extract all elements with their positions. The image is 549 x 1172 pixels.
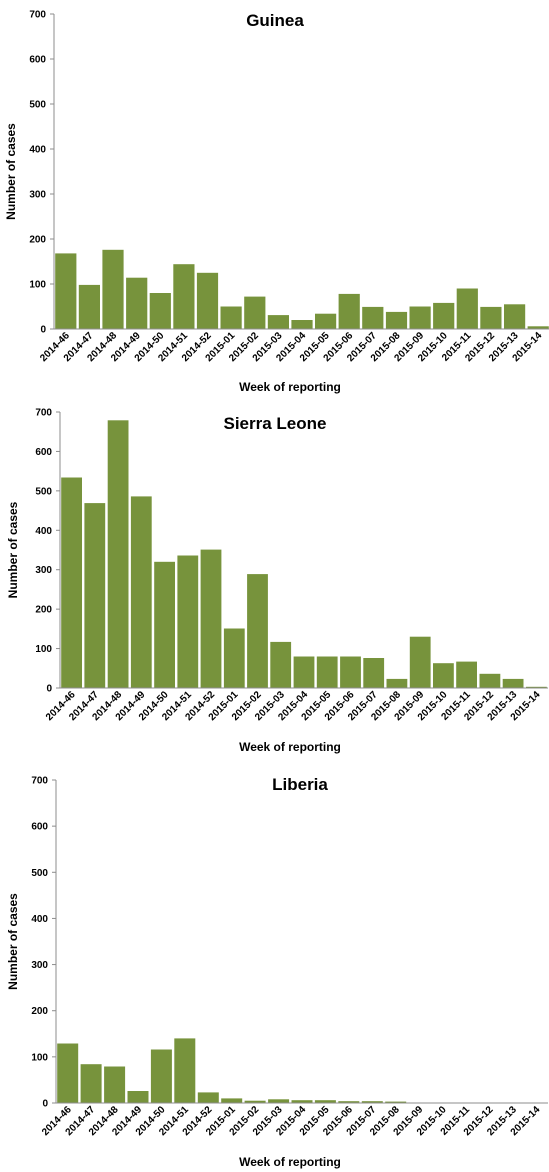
bar-guinea-2014-49: [126, 277, 148, 329]
bar-liberia-2015-06: [338, 1101, 360, 1103]
y-axis-label: Number of cases: [6, 893, 20, 990]
bar-sierra-leone-2014-52: [200, 549, 222, 688]
bar-liberia-2015-03: [268, 1099, 290, 1103]
guinea-chart-panel: 01002003004005006007002014-462014-472014…: [4, 10, 549, 394]
bar-sierra-leone-2015-12: [479, 673, 501, 688]
bar-liberia-2015-07: [361, 1101, 383, 1103]
y-tick-label: 400: [29, 145, 46, 156]
bar-sierra-leone-2015-10: [433, 663, 454, 688]
bar-liberia-2014-49: [127, 1091, 149, 1103]
bar-guinea-2015-10: [433, 302, 455, 329]
bar-sierra-leone-2015-14: [526, 686, 547, 688]
y-tick-label: 400: [31, 914, 48, 925]
sierra-leone-chart-panel: 01002003004005006007002014-462014-472014…: [6, 408, 548, 754]
bar-liberia-2014-50: [150, 1049, 172, 1103]
bar-guinea-2015-04: [291, 320, 313, 329]
y-tick-label: 400: [35, 526, 52, 537]
bar-liberia-2014-47: [80, 1064, 102, 1103]
bar-guinea-2015-02: [244, 296, 266, 329]
y-tick-label: 100: [29, 280, 46, 291]
bar-guinea-2014-47: [78, 284, 100, 329]
y-tick-label: 500: [29, 100, 46, 111]
bar-guinea-2014-50: [149, 293, 171, 329]
bar-guinea-2014-46: [55, 253, 77, 329]
y-tick-label: 700: [35, 408, 52, 419]
y-tick-label: 0: [42, 1099, 48, 1110]
bar-liberia-2015-01: [221, 1098, 243, 1103]
bar-sierra-leone-2015-06: [340, 656, 361, 688]
y-tick-label: 200: [29, 235, 46, 246]
y-axis-label: Number of cases: [6, 501, 20, 598]
bar-sierra-leone-2015-03: [270, 641, 292, 688]
bar-sierra-leone-2015-01: [223, 628, 245, 688]
bar-sierra-leone-2014-51: [177, 555, 199, 688]
bar-guinea-2015-06: [338, 293, 360, 329]
y-tick-label: 600: [29, 55, 46, 66]
bar-sierra-leone-2014-49: [130, 496, 152, 688]
bar-guinea-2014-51: [173, 264, 195, 329]
x-axis-label: Week of reporting: [239, 380, 341, 394]
y-tick-label: 100: [35, 644, 52, 655]
y-tick-label: 200: [31, 1006, 48, 1017]
bar-guinea-2015-09: [409, 306, 431, 329]
bar-sierra-leone-2015-11: [456, 661, 477, 688]
y-tick-label: 700: [31, 776, 48, 787]
chart-title: Sierra Leone: [224, 414, 327, 433]
bar-liberia-2014-51: [174, 1038, 196, 1103]
bar-liberia-2015-05: [314, 1100, 336, 1103]
y-tick-label: 0: [40, 325, 46, 336]
bar-sierra-leone-2015-02: [247, 574, 268, 688]
bar-liberia-2014-52: [197, 1092, 219, 1103]
bar-sierra-leone-2014-47: [84, 503, 106, 688]
bar-sierra-leone-2015-07: [363, 658, 385, 688]
x-axis-label: Week of reporting: [239, 1155, 341, 1169]
y-tick-label: 200: [35, 605, 52, 616]
bar-sierra-leone-2015-09: [409, 636, 431, 688]
bar-guinea-2014-52: [196, 272, 219, 330]
y-tick-label: 500: [31, 868, 48, 879]
bar-sierra-leone-2015-05: [316, 656, 338, 688]
bar-guinea-2015-12: [480, 306, 502, 329]
bar-guinea-2014-48: [102, 249, 124, 329]
y-tick-label: 100: [31, 1052, 48, 1063]
liberia-chart-panel: 01002003004005006007002014-462014-472014…: [6, 775, 548, 1169]
bar-guinea-2015-08: [385, 311, 408, 329]
bar-liberia-2014-48: [104, 1066, 126, 1103]
x-axis-label: Week of reporting: [239, 740, 341, 754]
bar-sierra-leone-2014-48: [107, 420, 129, 688]
bar-liberia-2015-04: [291, 1100, 313, 1103]
bar-guinea-2015-07: [362, 306, 384, 329]
y-tick-label: 300: [31, 960, 48, 971]
y-tick-label: 300: [35, 565, 52, 576]
bar-guinea-2015-01: [220, 306, 242, 329]
chart-title: Guinea: [246, 11, 304, 30]
bar-guinea-2015-14: [527, 326, 549, 329]
y-tick-label: 0: [46, 684, 52, 695]
y-tick-label: 300: [29, 190, 46, 201]
bar-liberia-2015-02: [244, 1100, 266, 1103]
bar-liberia-2014-46: [57, 1043, 79, 1103]
bar-guinea-2015-13: [504, 304, 526, 330]
y-axis-label: Number of cases: [4, 123, 18, 220]
y-tick-label: 700: [29, 10, 46, 21]
y-tick-label: 500: [35, 486, 52, 497]
bar-sierra-leone-2015-04: [293, 656, 315, 688]
chart-title: Liberia: [272, 775, 328, 794]
bar-liberia-2015-08: [385, 1101, 407, 1103]
bar-guinea-2015-03: [267, 315, 289, 329]
bar-guinea-2015-11: [456, 288, 478, 329]
bar-sierra-leone-2015-13: [502, 678, 524, 688]
bar-guinea-2015-05: [315, 313, 337, 329]
y-tick-label: 600: [31, 822, 48, 833]
bar-sierra-leone-2014-46: [61, 477, 82, 688]
bar-sierra-leone-2015-08: [386, 678, 408, 688]
bar-sierra-leone-2014-50: [154, 561, 175, 688]
y-tick-label: 600: [35, 447, 52, 458]
